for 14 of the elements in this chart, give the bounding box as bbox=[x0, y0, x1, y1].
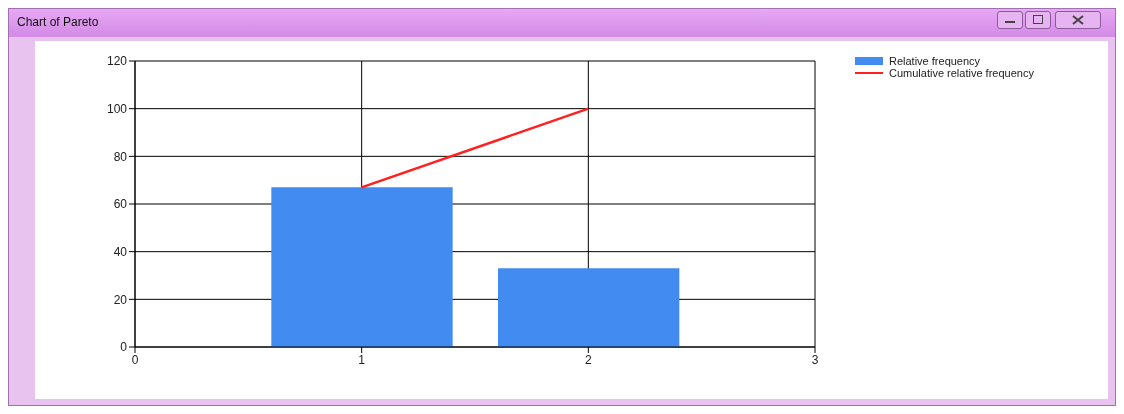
y-tick-label: 40 bbox=[113, 244, 128, 259]
legend-label: Relative frequency bbox=[889, 55, 981, 67]
x-tick-label: 2 bbox=[584, 352, 592, 367]
x-tick-label: 0 bbox=[131, 352, 139, 367]
x-tick-label: 1 bbox=[358, 352, 366, 367]
legend-label: Cumulative relative frequency bbox=[889, 67, 1034, 79]
y-tick-label: 60 bbox=[113, 197, 128, 212]
y-tick-label: 20 bbox=[113, 292, 128, 307]
y-tick-label: 100 bbox=[106, 101, 128, 116]
y-tick-label: 0 bbox=[120, 340, 128, 355]
y-tick-label: 120 bbox=[106, 54, 128, 69]
y-tick-label: 80 bbox=[113, 149, 128, 164]
x-tick-label: 3 bbox=[811, 352, 819, 367]
chart-title: Chart of Pareto bbox=[17, 15, 99, 29]
